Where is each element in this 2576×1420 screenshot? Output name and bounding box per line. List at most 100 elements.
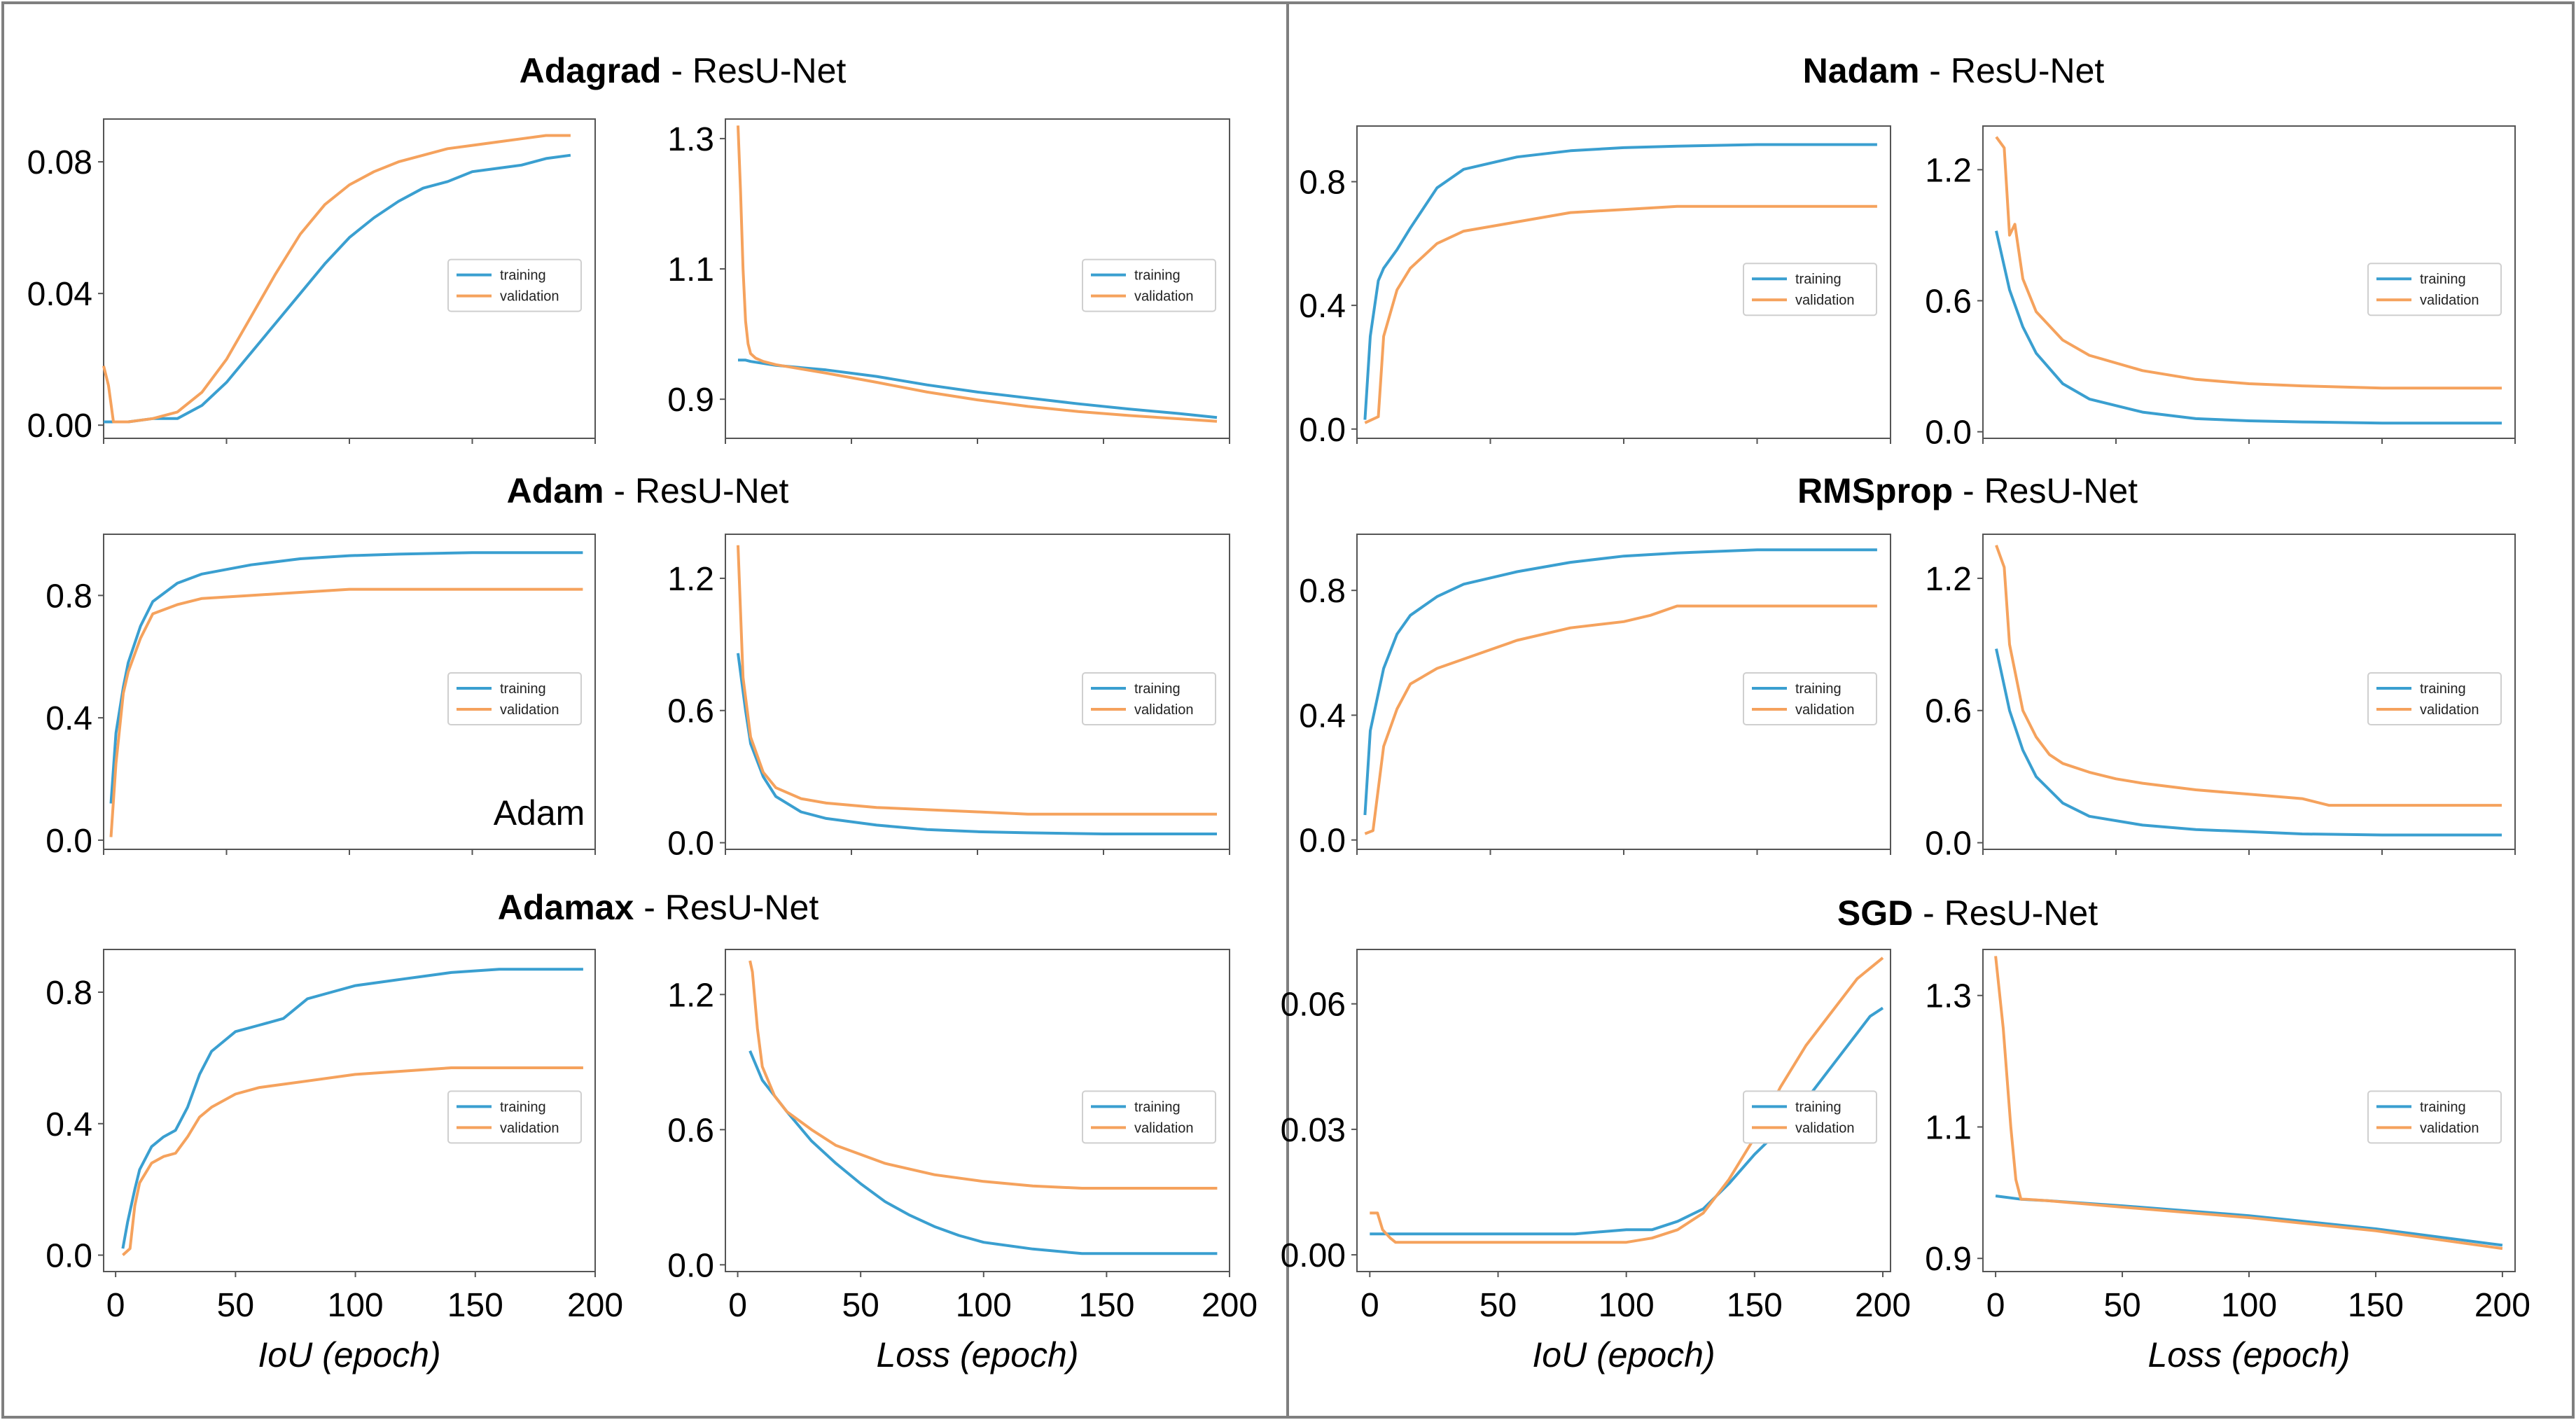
plot-frame [1356,949,1891,1272]
legend-label-training: training [1134,1099,1181,1115]
chart-sgd-loss: 0.9 1.1 1.3 0 50 100 150 200 Loss (epoch) trainin… [1925,949,2530,1374]
legend-label-training: training [1134,681,1181,697]
y-tick-label: 0.6 [667,693,714,730]
y-tick-label: 1.2 [667,977,714,1014]
y-tick-label: 0.0 [1925,415,1972,452]
chart-nadam-loss: 0.0 0.6 1.2 training validation [1925,125,2516,452]
series-line-validation [737,545,1217,816]
y-tick-label: 0.0 [1299,823,1346,860]
y-tick-label: 0.8 [46,578,92,615]
legend-box [1082,1090,1216,1144]
legend-label-training: training [1795,272,1842,287]
legend-label-training: training [500,1099,546,1115]
chart-title-bold: RMSprop [1797,471,1953,510]
x-tick-label: 200 [567,1287,623,1324]
x-tick-label: 0 [106,1287,125,1324]
legend-box [2367,1090,2502,1144]
legend-box [2367,672,2502,725]
series-line-validation [1994,956,2503,1251]
y-tick-label: 0.0 [667,826,714,863]
chart-rmsprop-loss: 0.0 0.6 1.2 training validation [1925,534,2516,863]
plot-frame [725,949,1230,1272]
legend-label-validation: validation [1795,293,1855,308]
x-tick-label: 50 [217,1287,254,1324]
chart-title-sgd: SGD - ResU-Net [1837,893,2098,933]
legend-label-validation: validation [1134,1120,1194,1136]
legend-label-training: training [2420,272,2466,287]
chart-adamax: Adamax - ResU-Net 0.0 0.4 0.8 0 50 100 150 200 Io… [46,888,819,1374]
x-tick-label: 50 [842,1287,879,1324]
chart-rmsprop: RMSprop - ResU-Net 0.0 0.4 0.8 training valid… [1299,471,2138,860]
chart-title-rest: - ResU-Net [634,888,819,927]
x-tick-label: 200 [1202,1287,1258,1324]
chart-title-rest: - ResU-Net [1913,893,2098,933]
x-axis-label: IoU (epoch) [258,1335,440,1374]
x-tick-label: 100 [328,1287,384,1324]
chart-adagrad: Adagrad - ResU-Net 0.00 0.04 0.08 training va… [27,51,847,445]
legend-label-training: training [500,268,546,284]
x-tick-label: 150 [1727,1287,1783,1324]
y-tick-label: 0.0 [667,1247,714,1284]
y-tick-label: 1.2 [667,561,714,598]
legend-label-validation: validation [1134,702,1194,718]
x-tick-label: 0 [1360,1287,1379,1324]
legend-label-validation: validation [1795,1120,1855,1136]
series-line-training [1995,648,2502,837]
x-tick-label: 150 [1078,1287,1134,1324]
chart-title-rest: - ResU-Net [661,51,846,90]
x-axis-label: IoU (epoch) [1532,1335,1715,1374]
series-line-training [749,1050,1218,1255]
legend-box [447,258,582,312]
y-tick-label: 0.6 [1925,284,1972,321]
series-line-validation [1995,545,2502,807]
series-line-training [1370,1006,1884,1236]
series-line-training [121,968,583,1249]
y-tick-label: 0.4 [1299,697,1346,735]
series-line-training [109,551,583,804]
y-tick-label: 0.00 [1281,1237,1346,1274]
series-line-training [1363,143,1877,420]
chart-title-rest: - ResU-Net [604,471,789,510]
legend-box [1743,263,1877,316]
legend-label-validation: validation [2420,702,2479,718]
y-tick-label: 1.3 [1925,978,1972,1015]
adam-annotation: Adam [494,793,585,833]
legend-box [447,672,582,725]
charts-layer: Adagrad - ResU-Net0.000.040.08trainingva… [27,51,2530,1374]
series-line-validation [749,960,1218,1190]
x-tick-label: 0 [728,1287,747,1324]
y-tick-label: 0.0 [46,823,92,860]
x-tick-label: 0 [1986,1287,2005,1324]
y-tick-label: 0.6 [1925,693,1972,730]
chart-title-adagrad: Adagrad - ResU-Net [520,51,847,90]
chart-title-bold: Adamax [498,888,634,927]
chart-title-bold: Nadam [1803,51,1920,90]
legend-label-validation: validation [500,1120,559,1136]
series-line-validation [737,125,1218,423]
chart-sgd: SGD - ResU-Net 0.00 0.03 0.06 0 50 100 150 200 Io… [1281,893,2098,1374]
y-tick-label: 0.0 [46,1238,92,1275]
x-tick-label: 150 [2348,1287,2404,1324]
x-tick-label: 150 [447,1287,503,1324]
y-tick-label: 1.1 [667,251,714,288]
series-line-validation [1995,136,2502,390]
legend-label-training: training [2420,1099,2466,1115]
chart-adam: Adam - ResU-Net 0.0 0.4 0.8 training validati… [46,471,788,860]
y-tick-label: 1.1 [1925,1109,1972,1146]
legend-label-training: training [1795,681,1842,697]
chart-title-rest: - ResU-Net [1953,471,2138,510]
series-line-validation [102,134,571,424]
legend-box [1082,258,1216,312]
x-tick-label: 50 [1480,1287,1517,1324]
x-tick-label: 200 [2474,1287,2530,1324]
legend-box [2367,263,2502,316]
y-tick-label: 0.8 [1299,164,1346,201]
y-tick-label: 0.0 [1299,412,1346,449]
series-line-validation [1370,956,1884,1244]
chart-adagrad-loss: 0.9 1.1 1.3 training validation [667,118,1230,444]
legend-box [1743,672,1877,725]
y-tick-label: 0.03 [1281,1112,1346,1149]
chart-title-bold: Adagrad [520,51,662,90]
legend-label-training: training [1795,1099,1842,1115]
